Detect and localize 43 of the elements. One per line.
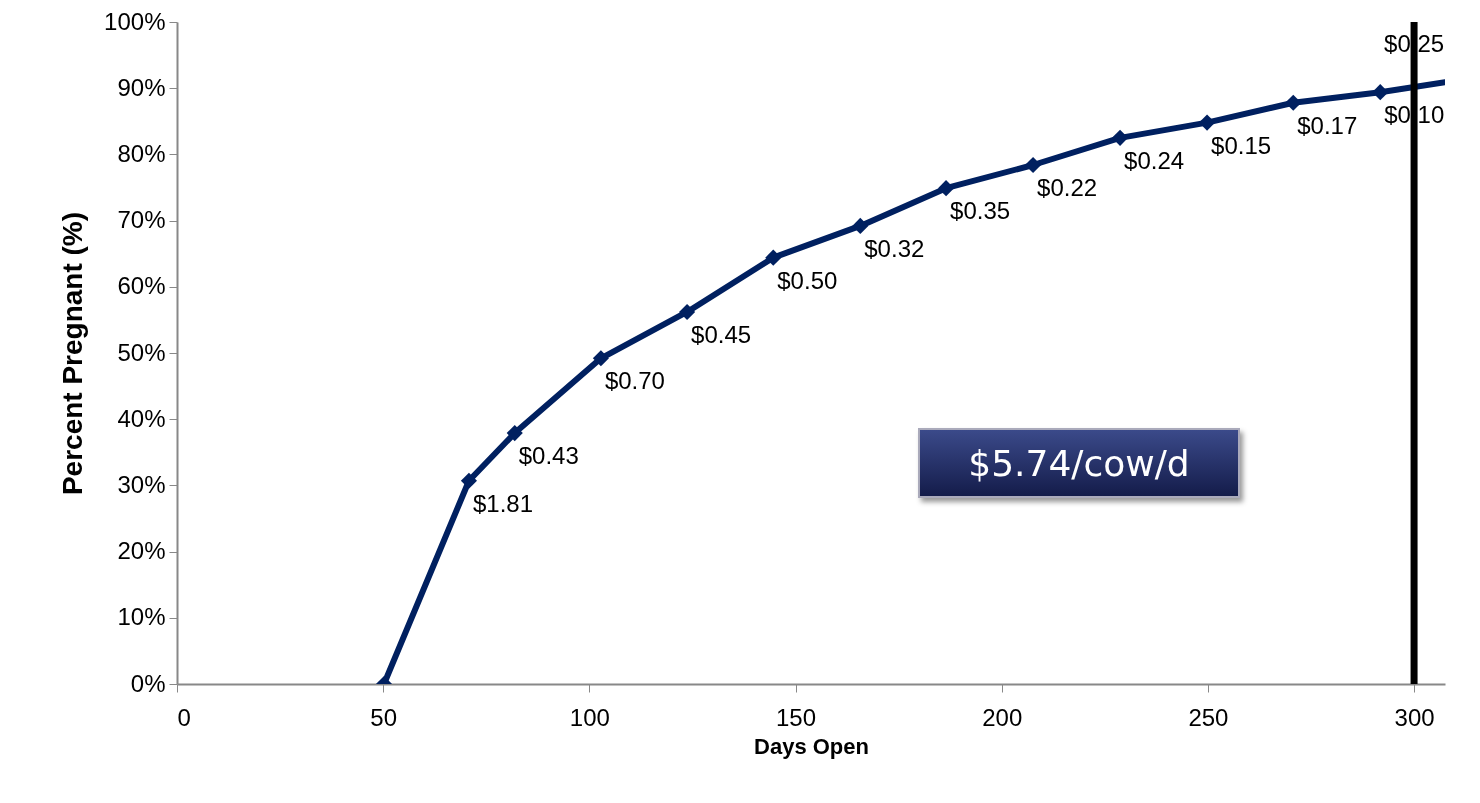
annotation: $0.50 [777, 266, 838, 294]
point [937, 180, 955, 197]
annotation: $0.70 [604, 367, 665, 395]
x-tick-label: 300 [1394, 703, 1435, 731]
annotation: $0.22 [1037, 173, 1098, 201]
point [592, 350, 609, 367]
point [460, 472, 478, 489]
y-tick-label: 90% [117, 73, 166, 101]
x-tick-label: 250 [1188, 703, 1229, 731]
x-tick-label: 200 [982, 703, 1023, 731]
x-axis-title: Days Open [754, 733, 869, 759]
annotation: $1.81 [472, 489, 534, 517]
y-tick-label: 100% [104, 7, 166, 35]
annotation: $0.45 [691, 320, 752, 348]
x-tick-label: 50 [370, 703, 398, 731]
y-tick-label: 40% [117, 404, 166, 432]
point [506, 425, 523, 442]
y-tick-label: 50% [117, 338, 166, 366]
y-tick-label: 70% [117, 206, 166, 234]
point [679, 303, 696, 321]
annotation: $0.43 [518, 442, 579, 470]
annotation: $0.35 [950, 197, 1011, 225]
y-tick-label: 30% [117, 470, 166, 498]
point [852, 217, 869, 234]
point [1024, 156, 1042, 174]
y-tick-label: 60% [117, 272, 166, 300]
annotation: $0.24 [1124, 146, 1185, 174]
y-tick-label: 80% [117, 139, 166, 167]
y-tick-label: 0% [130, 669, 166, 697]
y-tick-label: 20% [117, 537, 166, 565]
label-box: $5.74/cow/d [918, 428, 1240, 498]
point [1199, 114, 1216, 131]
annotation: $0.15 [1211, 131, 1272, 159]
point [1372, 84, 1389, 101]
x-tick-label: 100 [569, 703, 610, 731]
y-tick-label: 10% [117, 603, 166, 631]
y-axis-title: Percent Pregnant (%) [57, 211, 89, 496]
annotation: $0.32 [864, 234, 925, 262]
annotation: $0.17 [1297, 111, 1358, 139]
point [765, 249, 782, 266]
point [1112, 129, 1129, 146]
x-tick-label: 0 [177, 703, 191, 731]
x-tick-label: 150 [776, 703, 817, 731]
